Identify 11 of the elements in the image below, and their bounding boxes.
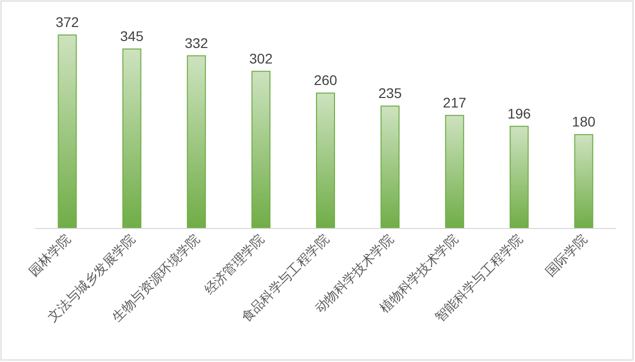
- data-label: 332: [184, 34, 208, 51]
- x-tick-label: 国际学院: [542, 232, 590, 279]
- data-label: 372: [56, 14, 80, 30]
- x-tick-label: 园林学院: [26, 232, 74, 279]
- data-label: 260: [314, 72, 338, 88]
- data-label: 196: [507, 105, 532, 122]
- data-label: 345: [120, 28, 144, 44]
- data-label: 180: [572, 114, 596, 130]
- data-label: 235: [378, 85, 402, 102]
- data-label: 302: [249, 50, 273, 66]
- data-label: 217: [442, 94, 467, 110]
